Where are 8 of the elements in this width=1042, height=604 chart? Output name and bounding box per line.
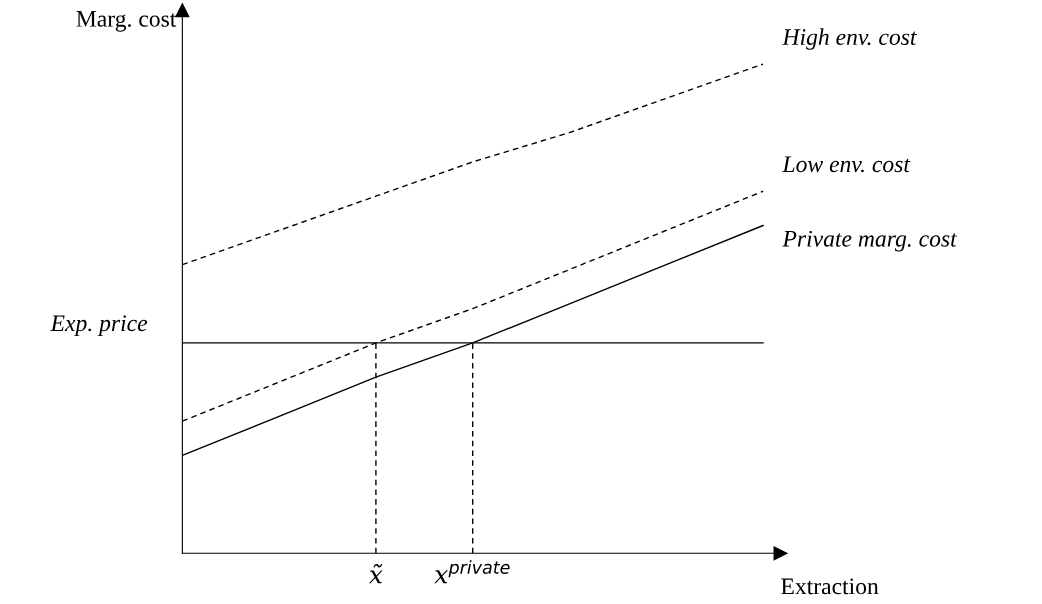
series-label: Low env. cost: [782, 156, 911, 173]
series-label: Private marg. cost: [782, 230, 958, 252]
series-label: High env. cost: [782, 28, 917, 50]
series-label: Exp. price: [50, 315, 148, 336]
x-tick-label: x$^{private}$: [434, 560, 510, 584]
x-axis-title: Extraction: [781, 578, 879, 595]
y-axis-title: Marg. cost: [76, 11, 177, 32]
x-tick-label: x̃: [368, 563, 383, 584]
